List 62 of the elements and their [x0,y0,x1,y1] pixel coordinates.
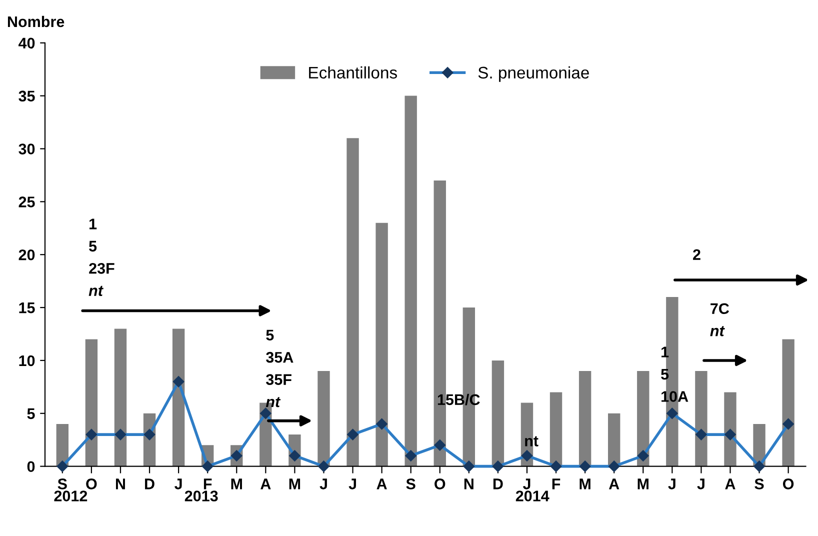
bar [637,371,650,466]
y-tick-label: 35 [18,90,35,102]
text: 2013 [184,490,218,502]
x-tick-label: D [493,478,503,490]
text: 2014 [516,490,550,502]
bar [492,360,504,466]
x-tick-label: M [231,478,242,490]
y-tick-label: 20 [18,249,35,260]
bar [172,328,185,466]
bar [85,339,98,466]
annotation: 1 5 10A [661,346,688,402]
x-tick-label: N [464,478,474,490]
annotation: 1 5 23F nt [88,218,114,296]
x-tick-label: S [58,478,67,490]
bar [695,371,708,466]
x-tick-label: J [320,478,327,490]
bar [346,138,359,466]
bar [608,413,620,466]
annotation: 7C nt [710,303,730,336]
y-tick-label: 5 [27,408,35,420]
y-axis-title: Nombre [8,16,64,28]
annotation: 2 [693,249,700,260]
bar [724,392,736,466]
x-tick-label: O [86,478,97,490]
x-tick-label: A [725,478,736,490]
x-tick-label: O [434,478,446,490]
legend-label: Echantillons [309,66,397,79]
bar [550,392,562,466]
x-tick-label: S [754,478,764,490]
x-tick-label: S [406,478,416,490]
y-tick-label: 15 [19,302,35,314]
x-tick-label: A [260,478,271,490]
text: 2012 [54,490,88,502]
y-tick-label: 25 [18,196,35,208]
x-tick-label: J [668,478,676,490]
x-tick-label: A [608,478,620,490]
x-tick-label: N [116,478,125,490]
x-tick-label: O [782,478,794,490]
bar [404,96,417,466]
y-tick-label: 40 [18,38,35,49]
legend-label: S. pneumoniae [478,66,589,82]
x-tick-label: F [552,478,560,490]
x-tick-label: M [638,478,648,490]
y-tick-label: 10 [19,355,35,366]
bar [782,339,794,466]
x-tick-label: M [580,478,590,490]
x-tick-label: J [174,478,182,490]
bar [318,371,330,466]
y-tick-label: 30 [18,144,35,154]
bar [376,222,388,466]
x-tick-label: M [289,478,300,490]
y-tick-label: 0 [27,461,35,472]
annotation: 15B/C [438,394,480,406]
x-tick-label: D [145,478,154,490]
bar [114,328,127,466]
bar [578,371,592,466]
x-tick-label: J [697,478,704,490]
x-tick-label: A [376,478,387,490]
x-tick-label: J [348,478,356,490]
x-tick-label: F [204,478,212,490]
annotation: 5 35A 35F nt [266,330,294,408]
x-tick-label: J [522,478,530,490]
